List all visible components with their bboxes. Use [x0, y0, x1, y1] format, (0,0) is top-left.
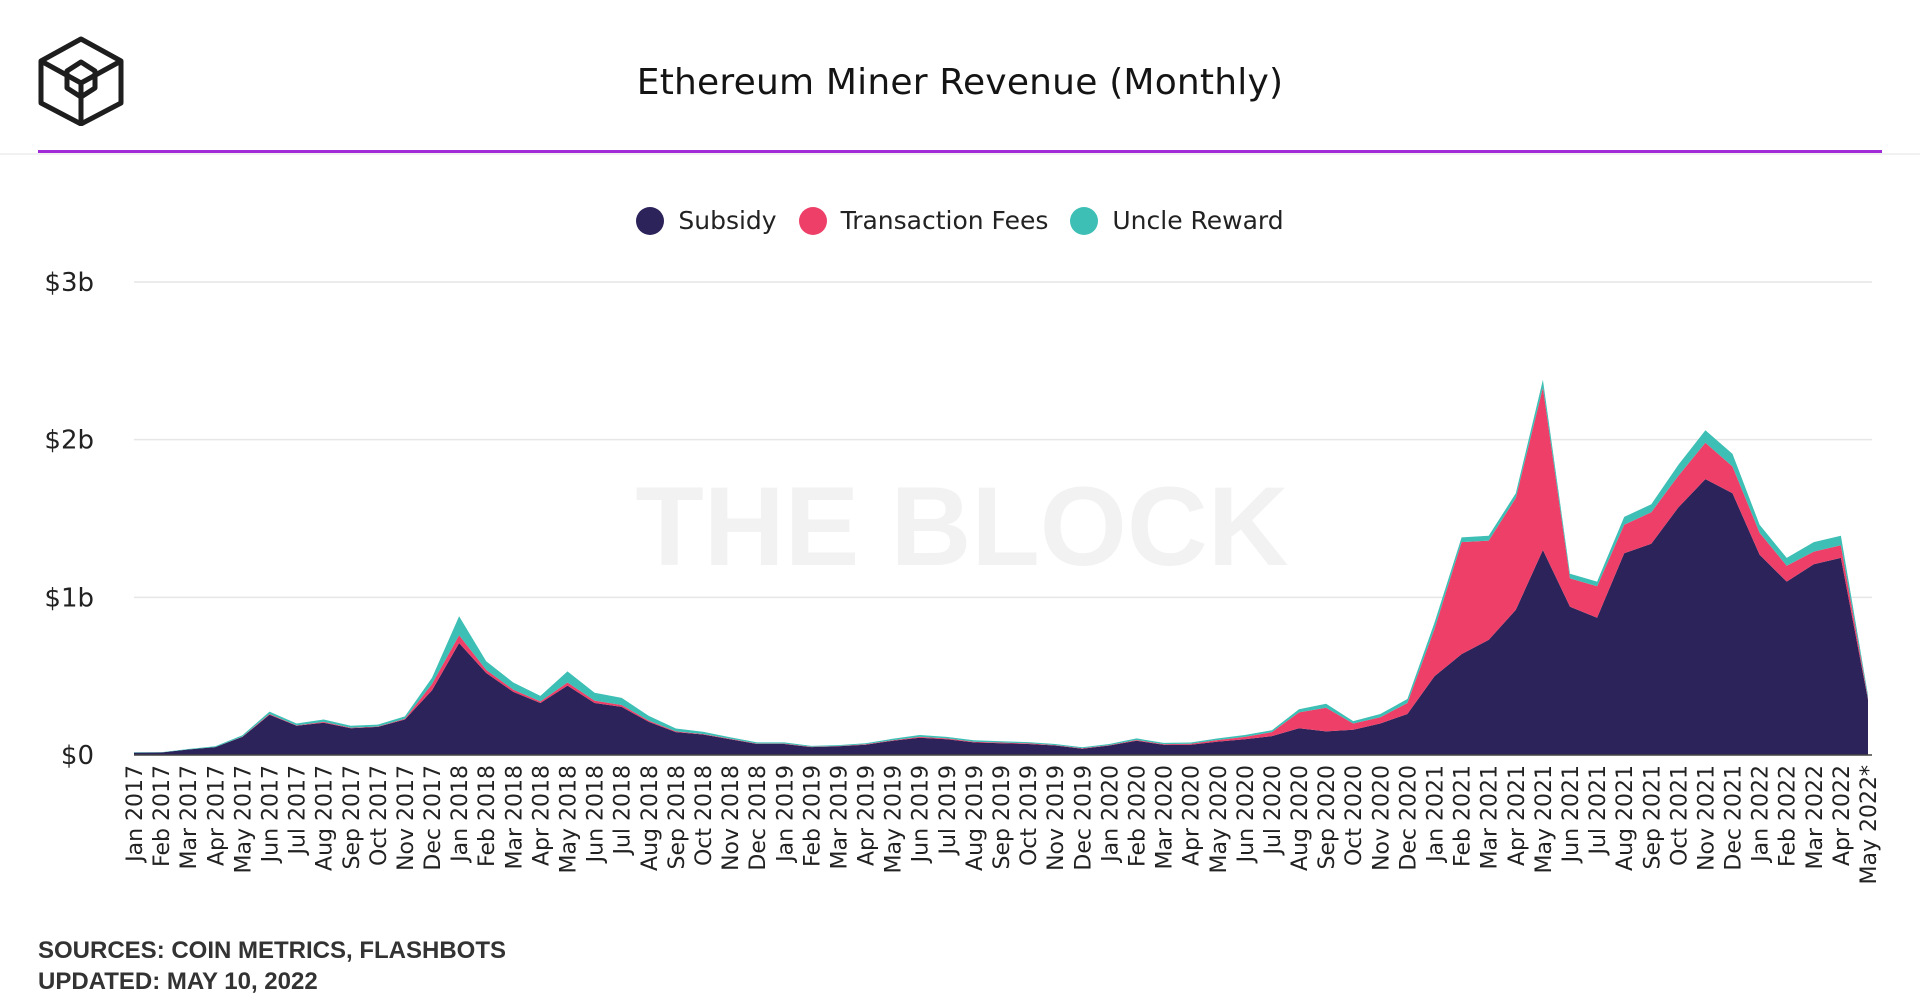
legend-swatch-uncle-reward [1070, 206, 1099, 235]
x-tick-label: Jan 2018 [448, 765, 473, 864]
legend-swatch-transaction-fees [798, 206, 827, 235]
y-tick-label: $2b [44, 426, 94, 456]
chart-legend: Subsidy Transaction Fees Uncle Reward [0, 206, 1920, 235]
area-transaction-fees [134, 387, 1868, 753]
x-tick-label: Feb 2018 [475, 765, 500, 867]
x-tick-label: Oct 2017 [367, 765, 392, 866]
x-tick-label: Aug 2017 [313, 765, 338, 871]
x-tick-label: Jan 2020 [1098, 765, 1123, 864]
x-tick-label: Jul 2019 [936, 765, 961, 857]
the-block-logo [38, 36, 124, 126]
x-tick-label: Jan 2022 [1749, 765, 1774, 864]
stacked-areas [134, 379, 1868, 755]
legend-label-subsidy: Subsidy [678, 206, 777, 235]
x-tick-label: Jan 2021 [1424, 765, 1449, 864]
y-axis: $0 $1b $2b $3b [44, 268, 94, 771]
chart-title: Ethereum Miner Revenue (Monthly) [636, 62, 1284, 103]
x-tick-label: Mar 2018 [502, 765, 527, 870]
x-tick-label: Aug 2018 [638, 765, 663, 871]
x-tick-label: Jul 2021 [1586, 765, 1611, 857]
x-tick-label: May 2020 [1207, 765, 1232, 873]
legend-label-uncle-reward: Uncle Reward [1112, 206, 1284, 235]
title-divider [38, 150, 1882, 153]
x-tick-label: Jun 2017 [259, 765, 284, 864]
x-tick-label: Jan 2019 [773, 765, 798, 864]
x-tick-label: Jun 2020 [1234, 765, 1259, 864]
x-tick-label: Feb 2019 [800, 765, 825, 867]
x-tick-label: Dec 2019 [1071, 765, 1096, 871]
x-tick-label: Sep 2021 [1640, 765, 1665, 869]
x-tick-label: Jul 2018 [611, 765, 636, 857]
x-tick-label: Mar 2020 [1153, 765, 1178, 870]
area-chart: THE BLOCK $0$1b$2b$3b Jan 2017 Feb 2017 Ma… [44, 268, 1882, 884]
x-tick-label: Oct 2020 [1342, 765, 1367, 866]
x-tick-label: Sep 2018 [665, 765, 690, 869]
x-tick-label: Feb 2021 [1451, 765, 1476, 867]
x-tick-label: May 2018 [557, 765, 582, 873]
x-tick-label: Oct 2019 [1017, 765, 1042, 866]
area-subsidy [134, 479, 1868, 755]
x-tick-label: Feb 2017 [150, 765, 175, 867]
x-tick-label: Nov 2021 [1694, 765, 1719, 871]
x-tick-label: Jul 2017 [286, 765, 311, 857]
x-tick-label: Jun 2019 [909, 765, 934, 864]
x-axis: Jan 2017 Feb 2017 Mar 2017 Apr 2017 May 2017… [123, 765, 1882, 884]
x-tick-label: Sep 2020 [1315, 765, 1340, 869]
x-tick-label: Apr 2020 [1180, 765, 1205, 866]
x-tick-label: Nov 2020 [1369, 765, 1394, 871]
x-tick-label: Nov 2017 [394, 765, 419, 871]
x-tick-label: Apr 2018 [529, 765, 554, 866]
x-tick-label: May 2021 [1532, 765, 1557, 873]
x-tick-label: Apr 2021 [1505, 765, 1530, 866]
legend-item-uncle-reward[interactable]: Uncle Reward [1070, 206, 1284, 235]
x-tick-label: Jun 2018 [584, 765, 609, 864]
x-tick-label: Mar 2021 [1478, 765, 1503, 870]
x-tick-label: May 2022* [1857, 765, 1882, 884]
x-tick-label: Nov 2018 [719, 765, 744, 871]
x-tick-label: Apr 2022 [1830, 765, 1855, 866]
x-tick-label: Oct 2018 [692, 765, 717, 866]
x-tick-label: Feb 2022 [1776, 765, 1801, 867]
legend-swatch-subsidy [636, 206, 665, 235]
x-tick-label: Mar 2019 [827, 765, 852, 870]
x-tick-label: Sep 2017 [340, 765, 365, 869]
x-tick-label: Aug 2020 [1288, 765, 1313, 871]
x-tick-label: May 2017 [231, 765, 256, 873]
legend-item-transaction-fees[interactable]: Transaction Fees [798, 206, 1049, 235]
x-tick-label: Feb 2020 [1126, 765, 1151, 867]
y-tick-label: $3b [44, 268, 94, 298]
updated-note: UPDATED: MAY 10, 2022 [38, 968, 318, 995]
x-tick-label: Jun 2021 [1559, 765, 1584, 864]
x-tick-label: Dec 2017 [421, 765, 446, 871]
title-divider-shadow [0, 153, 1920, 155]
x-tick-label: May 2019 [882, 765, 907, 873]
x-tick-label: Dec 2020 [1396, 765, 1421, 871]
x-tick-label: Oct 2021 [1667, 765, 1692, 866]
x-tick-label: Dec 2021 [1722, 765, 1747, 871]
x-tick-label: Apr 2017 [204, 765, 229, 866]
x-tick-label: Dec 2018 [746, 765, 771, 871]
legend-item-subsidy[interactable]: Subsidy [636, 206, 777, 235]
x-tick-label: Sep 2019 [990, 765, 1015, 869]
watermark: THE BLOCK [635, 464, 1288, 589]
x-tick-label: Jul 2020 [1261, 765, 1286, 857]
x-tick-label: Mar 2022 [1803, 765, 1828, 870]
footer: SOURCES: COIN METRICS, FLASHBOTS UPDATED… [38, 935, 506, 997]
x-tick-label: Aug 2021 [1613, 765, 1638, 871]
sources-note: SOURCES: COIN METRICS, FLASHBOTS [38, 937, 507, 964]
x-tick-label: Nov 2019 [1044, 765, 1069, 871]
x-tick-label: Aug 2019 [963, 765, 988, 871]
x-tick-label: Jan 2017 [123, 765, 148, 864]
y-tick-label: $0 [61, 741, 94, 771]
x-tick-label: Mar 2017 [177, 765, 202, 870]
y-tick-label: $1b [44, 583, 94, 613]
x-tick-label: Apr 2019 [855, 765, 880, 866]
legend-label-transaction-fees: Transaction Fees [840, 206, 1049, 235]
